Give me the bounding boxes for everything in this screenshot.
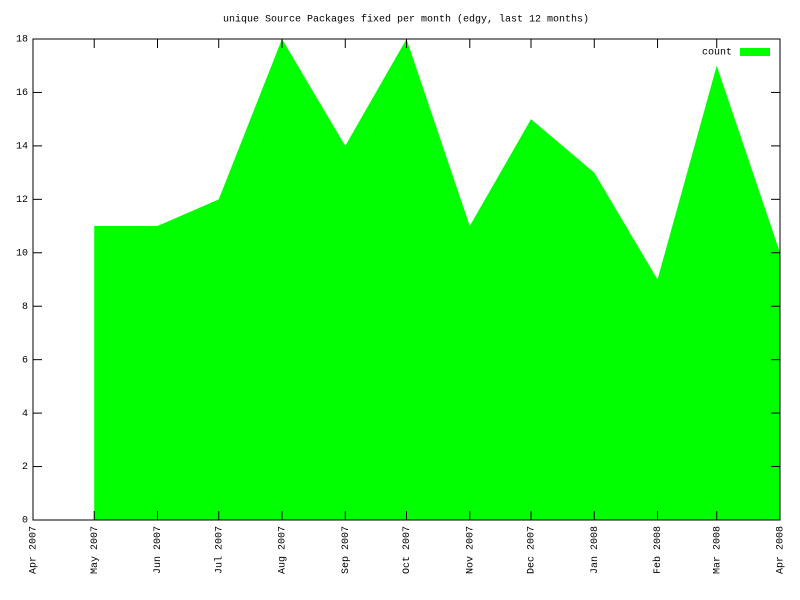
chart-title: unique Source Packages fixed per month (… [223, 14, 589, 26]
x-tick-label: Apr 2008 [776, 526, 787, 574]
legend-swatch [740, 48, 770, 56]
x-tick-label: Feb 2008 [652, 526, 664, 574]
area [94, 39, 781, 520]
x-tick-label: Oct 2007 [402, 526, 413, 574]
x-tick-label: Dec 2007 [527, 526, 538, 574]
y-tick-label: 14 [16, 142, 28, 153]
x-tick-label: Sep 2007 [341, 526, 352, 574]
y-tick-label: 0 [22, 516, 28, 527]
x-tick-label: Jan 2008 [590, 526, 601, 574]
legend-label: count [702, 48, 732, 59]
y-tick-label: 16 [16, 88, 28, 99]
y-tick-label: 18 [16, 35, 28, 46]
x-tick-label: Mar 2008 [712, 526, 723, 574]
x-tick-label: Jul 2007 [213, 526, 225, 574]
y-tick-label: 6 [22, 355, 28, 366]
y-tick-label: 2 [22, 462, 28, 473]
x-tick-label: May 2007 [90, 526, 101, 574]
y-tick-label: 8 [22, 302, 28, 313]
x-tick-label: Apr 2007 [29, 526, 40, 574]
x-tick-label: Aug 2007 [278, 526, 289, 574]
y-tick-label: 4 [22, 409, 28, 420]
x-tick-label: Nov 2007 [465, 526, 476, 574]
x-tick-label: Jun 2007 [153, 526, 164, 574]
y-tick-label: 10 [16, 248, 28, 259]
y-tick-label: 12 [16, 195, 28, 206]
